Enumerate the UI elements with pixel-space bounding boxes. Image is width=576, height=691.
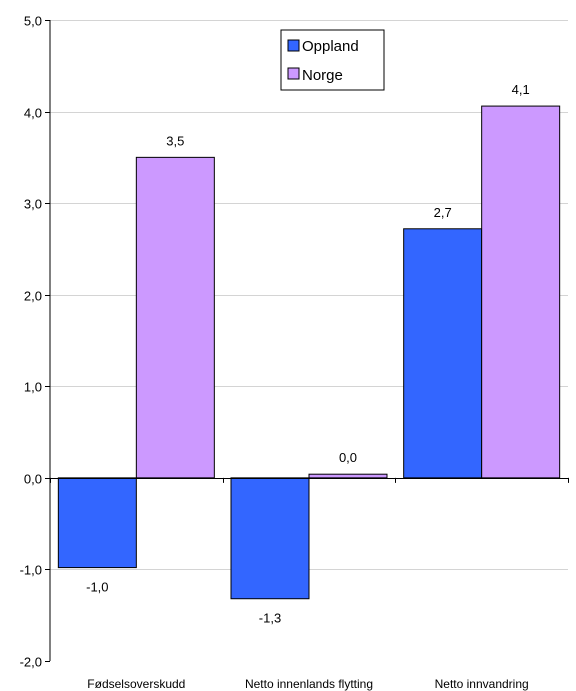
legend-swatch-norge <box>287 67 300 80</box>
category-label: Fødselsoverskudd <box>87 677 185 691</box>
data-label: -1,3 <box>259 611 281 626</box>
y-tick-label: -2,0 <box>20 655 42 670</box>
bar-norge-0 <box>135 156 215 479</box>
bar-oppland-2 <box>403 228 483 479</box>
data-label: 4,1 <box>512 82 530 97</box>
bar-norge-1 <box>308 473 388 479</box>
y-tick-label: 5,0 <box>24 14 42 29</box>
category-label: Netto innvandring <box>435 677 529 691</box>
y-tick-labels: -2,0 -1,0 0,0 1,0 2,0 3,0 4,0 5,0 <box>20 14 42 670</box>
category-labels: Fødselsoverskudd Netto innenlands flyttin… <box>87 677 528 691</box>
legend: Oppland Norge <box>280 29 385 91</box>
legend-swatch-oppland <box>287 39 300 52</box>
data-label: -1,0 <box>86 580 108 595</box>
category-label: Netto innenlands flytting <box>245 677 373 691</box>
bar-norge-2 <box>481 105 561 479</box>
data-label: 2,7 <box>434 205 452 220</box>
y-tick-label: 2,0 <box>24 289 42 304</box>
y-tick-label: -1,0 <box>20 563 42 578</box>
data-labels: -1,0 -1,3 2,7 3,5 0,0 4,1 <box>86 82 530 626</box>
y-tick-label: 1,0 <box>24 380 42 395</box>
bars <box>57 105 561 600</box>
bar-oppland-0 <box>57 477 137 569</box>
legend-label-oppland: Oppland <box>302 38 359 55</box>
y-tick-label: 3,0 <box>24 197 42 212</box>
data-label: 0,0 <box>339 450 357 465</box>
axes <box>45 20 569 662</box>
y-tick-label: 4,0 <box>24 106 42 121</box>
legend-label-norge: Norge <box>302 67 343 84</box>
y-tick-label: 0,0 <box>24 472 42 487</box>
bar-oppland-1 <box>230 477 310 600</box>
data-label: 3,5 <box>166 133 184 148</box>
